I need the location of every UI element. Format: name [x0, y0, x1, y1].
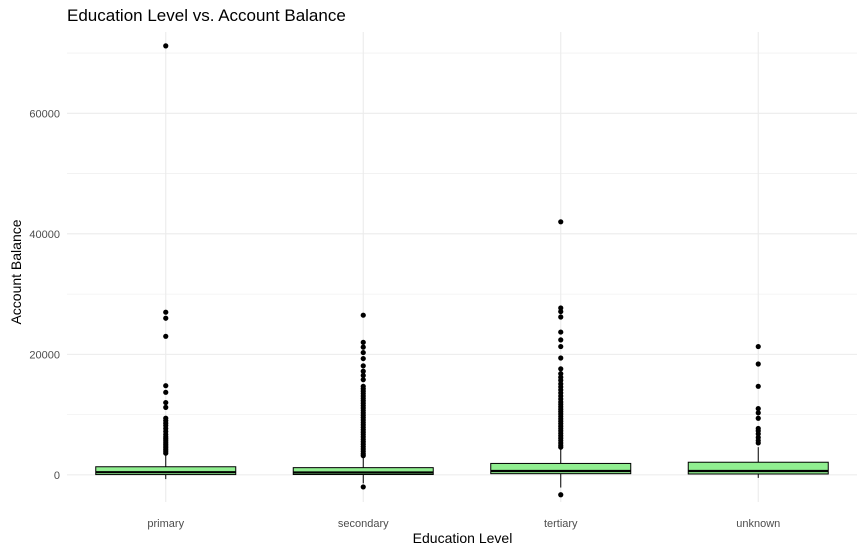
- box-body: [95, 466, 237, 476]
- outlier-point: [558, 219, 564, 225]
- x-tick-label: secondary: [338, 518, 389, 530]
- outlier-point: [163, 315, 169, 321]
- outlier-point: [558, 343, 564, 350]
- outlier-point: [163, 389, 169, 395]
- y-tick-label: 40000: [29, 229, 60, 241]
- outlier-point: [163, 404, 169, 410]
- chart-title: Education Level vs. Account Balance: [67, 6, 346, 25]
- outlier-point: [558, 305, 564, 311]
- outlier-point: [360, 484, 366, 490]
- y-tick-label: 60000: [29, 108, 60, 120]
- boxplot-primary: [95, 43, 237, 480]
- box-body: [292, 467, 434, 476]
- outlier-point: [755, 343, 761, 350]
- axis-ticks: 0 20000 40000 60000 primary secondary tertiary…: [29, 108, 780, 530]
- outlier-point: [755, 415, 761, 421]
- x-tick-label: primary: [147, 518, 184, 530]
- outlier-point: [163, 450, 169, 456]
- outlier-point: [558, 308, 564, 315]
- outlier-point: [558, 314, 564, 320]
- outlier-point: [360, 372, 366, 379]
- outlier-point: [360, 339, 366, 345]
- outlier-point: [755, 431, 761, 437]
- box-body: [687, 461, 829, 475]
- outlier-point: [558, 371, 564, 377]
- outlier-point: [558, 337, 564, 343]
- outlier-point: [755, 361, 761, 367]
- outlier-point: [163, 399, 169, 406]
- boxplot-tertiary: [490, 219, 632, 498]
- outlier-point: [558, 329, 564, 335]
- y-tick-label: 0: [54, 470, 60, 482]
- outlier-point: [360, 377, 366, 383]
- grid-lines: [67, 32, 857, 502]
- x-axis-label: Education Level: [412, 530, 513, 546]
- outlier-point: [163, 383, 169, 389]
- outlier-point: [360, 312, 366, 318]
- y-tick-label: 20000: [29, 349, 60, 361]
- outlier-point: [755, 383, 761, 389]
- outlier-point: [755, 406, 761, 412]
- outlier-point: [163, 309, 169, 315]
- box-body: [490, 462, 632, 475]
- outlier-point: [360, 349, 366, 356]
- boxplots: [95, 43, 829, 498]
- outlier-point: [558, 444, 564, 450]
- outlier-point: [360, 355, 366, 362]
- x-tick-label: unknown: [736, 518, 780, 530]
- outlier-point: [360, 363, 366, 369]
- outlier-point: [558, 355, 564, 361]
- outlier-point: [163, 333, 169, 339]
- boxplot-unknown: [687, 343, 829, 478]
- x-tick-label: tertiary: [544, 518, 578, 530]
- outlier-point: [558, 492, 564, 498]
- outlier-point: [360, 368, 366, 374]
- outlier-point: [755, 440, 761, 446]
- outlier-point: [558, 366, 564, 372]
- outlier-point: [755, 410, 761, 416]
- y-axis-label: Account Balance: [8, 219, 24, 325]
- boxplot-secondary: [292, 312, 434, 490]
- outlier-point: [163, 43, 169, 49]
- outlier-point: [360, 453, 366, 459]
- outlier-point: [360, 344, 366, 350]
- outlier-point: [558, 377, 564, 383]
